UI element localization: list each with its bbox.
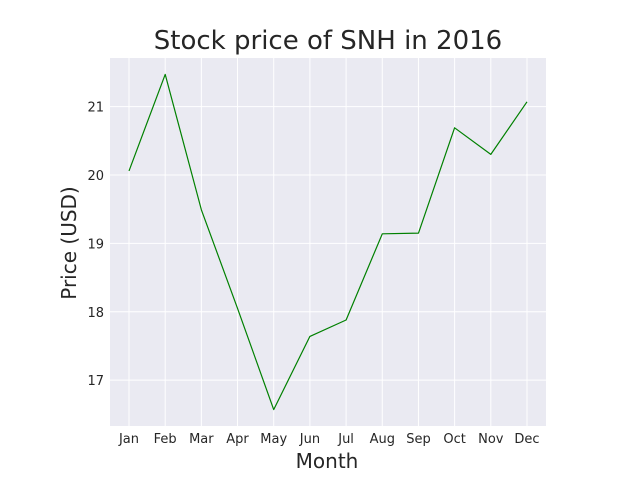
x-tick-label: Apr: [226, 432, 249, 447]
y-tick-label: 19: [87, 237, 104, 252]
x-tick-labels: Jan Feb Mar Apr May Jun Jul Aug Sep Oct Nov Dec: [118, 432, 540, 447]
x-tick-label: Feb: [154, 432, 177, 447]
chart-title: Stock price of SNH in 2016: [154, 26, 502, 56]
x-tick-label: Aug: [370, 432, 395, 447]
grid-lines: [110, 58, 546, 426]
price-series-line: [128, 73, 528, 411]
x-tick-label: Oct: [443, 432, 465, 447]
y-axis-label: Price (USD): [57, 186, 81, 300]
y-tick-label: 18: [87, 306, 104, 321]
series-layer: [128, 73, 528, 411]
x-tick-label: Sep: [406, 432, 431, 447]
y-tick-label: 17: [87, 374, 104, 389]
x-tick-label: Jan: [118, 432, 139, 447]
plot-area: [110, 58, 546, 426]
x-tick-label: May: [260, 432, 287, 447]
y-tick-labels: 17 18 19 20 21: [87, 101, 104, 390]
y-tick-label: 20: [87, 169, 104, 184]
x-tick-label: Mar: [189, 432, 214, 447]
x-tick-label: Dec: [514, 432, 539, 447]
x-tick-label: Nov: [478, 432, 504, 447]
y-tick-label: 21: [87, 101, 104, 116]
x-tick-label: Jul: [337, 432, 354, 447]
x-axis-label: Month: [296, 449, 359, 473]
x-tick-label: Jun: [299, 432, 320, 447]
